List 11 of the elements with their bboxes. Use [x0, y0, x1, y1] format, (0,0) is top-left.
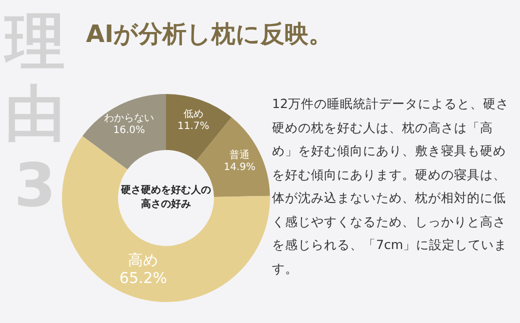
slice-label: 普通: [228, 150, 251, 162]
text: 硬さ硬めを好む人の高さの好み: [120, 184, 212, 212]
data-label: 11.7%: [176, 120, 210, 133]
slice-label: わからない: [103, 112, 156, 125]
data-label: 14.9%: [222, 162, 257, 174]
data-label: 16.0%: [112, 124, 146, 137]
slice-label: 高め: [127, 251, 160, 270]
text: 12万件の睡眠統計データによると、硬さ硬めの枕を好む人は、枕の高さは「高め」を好む傾向にあり、敷き寝具も硬めを好む傾向にあります。硬めの寝具は、体が沈み込まないため、枕が相対的に低く感じやすくなるため、しっかりと高さを感じられる、「7cm」に設定しています。: [272, 95, 510, 278]
slice-label: 低め: [182, 108, 204, 121]
data-label: 65.2%: [118, 269, 168, 288]
chart-title: AIが分析し枕に反映。: [86, 19, 333, 50]
